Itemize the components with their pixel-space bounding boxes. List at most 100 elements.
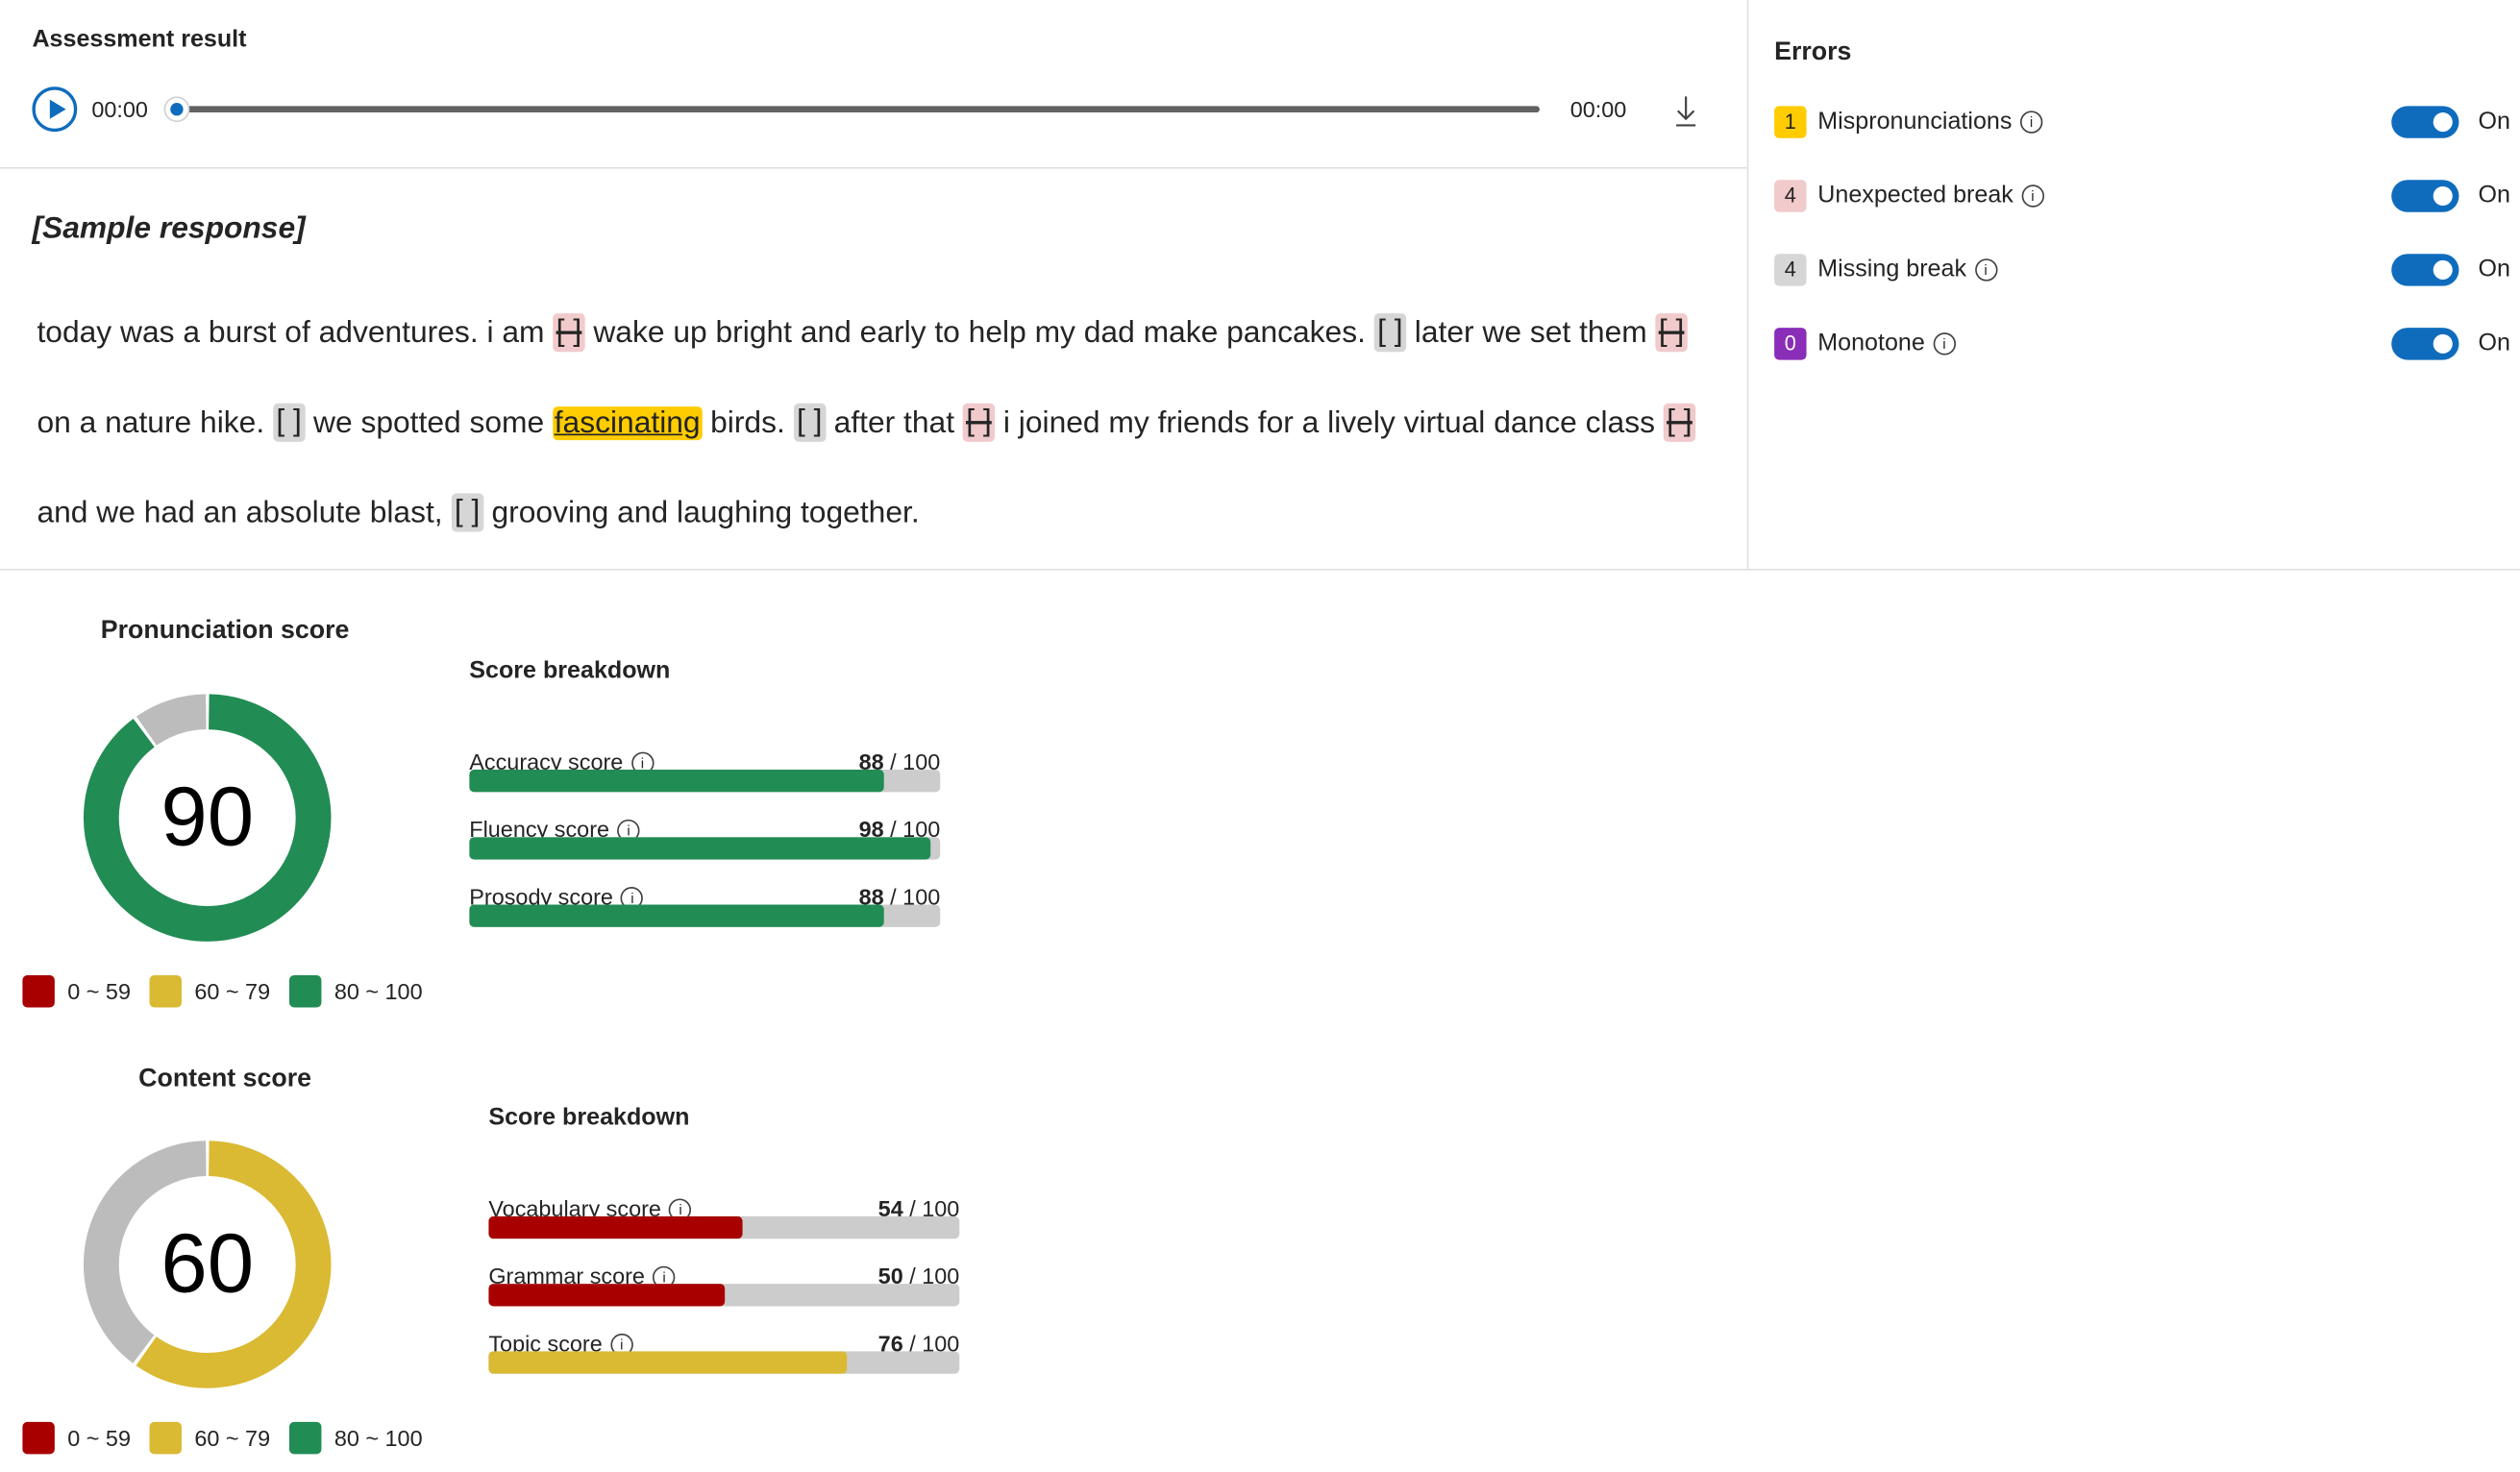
error-label: Unexpected break i xyxy=(1817,181,2044,209)
error-toggle[interactable] xyxy=(2391,180,2459,212)
info-icon[interactable]: i xyxy=(1974,258,1997,282)
passage-text: today was a burst of adventures. i am xyxy=(37,316,554,351)
passage-text: wake up bright and early to help my dad … xyxy=(584,316,1374,351)
current-time: 00:00 xyxy=(91,96,148,123)
score-bar-accuracy-score: Accuracy score i 88 / 100 xyxy=(469,748,941,797)
legend-label: 0 ~ 59 xyxy=(67,1425,131,1451)
passage-text: and we had an absolute blast, xyxy=(37,496,452,530)
section-divider xyxy=(0,568,2520,571)
error-label: Monotone i xyxy=(1817,329,1956,357)
error-count-badge: 4 xyxy=(1774,180,1807,212)
toggle-state-label: On xyxy=(2478,255,2511,283)
legend-swatch xyxy=(149,1421,182,1455)
legend-label: 60 ~ 79 xyxy=(194,978,271,1005)
slider-thumb[interactable] xyxy=(163,96,190,123)
passage-text: i joined my friends for a lively virtual… xyxy=(995,406,1664,441)
score-bar-grammar-score: Grammar score i 50 / 100 xyxy=(488,1263,960,1311)
score-bar-prosody-score: Prosody score i 88 / 100 xyxy=(469,884,941,932)
page-title: Assessment result xyxy=(32,25,247,54)
unexpected-break-marker[interactable]: [ ] xyxy=(1655,313,1688,353)
bar-track xyxy=(488,1215,960,1239)
bar-track xyxy=(469,837,941,860)
error-label-text: Missing break xyxy=(1817,255,1967,283)
passage-text: grooving and laughing together. xyxy=(482,496,920,530)
download-icon xyxy=(1676,96,1696,127)
bar-fill xyxy=(488,1215,743,1239)
error-row-monotone: 0 Monotone i On xyxy=(1774,328,2513,363)
error-label-text: Monotone xyxy=(1817,329,1925,357)
pronunciation-score-arc xyxy=(83,694,332,942)
bar-track xyxy=(469,769,941,793)
missing-break-marker[interactable]: [ ] xyxy=(272,403,306,442)
error-label-text: Unexpected break xyxy=(1817,181,2014,209)
score-bar-vocabulary-score: Vocabulary score i 54 / 100 xyxy=(488,1195,960,1243)
error-label: Missing break i xyxy=(1817,256,1997,282)
toggle-state-label: On xyxy=(2478,181,2511,209)
bar-fill xyxy=(469,769,884,793)
error-count-badge: 0 xyxy=(1774,328,1807,360)
missing-break-marker[interactable]: [ ] xyxy=(451,493,483,532)
legend-swatch xyxy=(149,975,182,1008)
response-label: [Sample response] xyxy=(32,211,306,246)
legend-label: 60 ~ 79 xyxy=(194,1425,271,1451)
response-passage: today was a burst of adventures. i am [ … xyxy=(37,289,1708,559)
error-toggle[interactable] xyxy=(2391,328,2459,360)
error-toggle[interactable] xyxy=(2391,254,2459,286)
pronunciation-donut: 90 xyxy=(79,689,336,946)
unexpected-break-marker[interactable]: [ ] xyxy=(1663,403,1695,442)
content-score-arc xyxy=(83,1141,332,1388)
toggle-state-label: On xyxy=(2478,329,2511,357)
errors-title: Errors xyxy=(1774,38,1852,66)
content-remainder-arc xyxy=(83,1141,332,1388)
error-count-badge: 1 xyxy=(1774,106,1807,138)
bar-track xyxy=(488,1284,960,1307)
pronunciation-breakdown-title: Score breakdown xyxy=(469,656,671,685)
bar-fill xyxy=(488,1284,725,1307)
passage-text: on a nature hike. xyxy=(37,406,273,441)
mispronunciation-word[interactable]: fascinating xyxy=(553,406,703,441)
info-icon[interactable]: i xyxy=(1933,332,1956,356)
bar-fill xyxy=(488,1351,847,1374)
audio-progress-slider[interactable] xyxy=(180,106,1540,113)
bar-track xyxy=(488,1351,960,1374)
legend-swatch xyxy=(22,975,55,1008)
score-bar-fluency-score: Fluency score i 98 / 100 xyxy=(469,816,941,864)
content-score-value: 60 xyxy=(161,1217,255,1312)
legend-swatch xyxy=(288,1421,322,1455)
bar-fill xyxy=(469,904,884,927)
content-donut: 60 xyxy=(79,1136,336,1393)
play-button[interactable] xyxy=(32,86,78,133)
legend-swatch xyxy=(288,975,322,1008)
header-divider xyxy=(0,166,1747,169)
pronunciation-score-title: Pronunciation score xyxy=(100,617,350,645)
error-label-text: Mispronunciations xyxy=(1817,108,2013,135)
unexpected-break-marker[interactable]: [ ] xyxy=(962,403,996,442)
download-button[interactable] xyxy=(1671,93,1700,129)
total-time: 00:00 xyxy=(1569,96,1627,123)
panel-divider xyxy=(1746,0,1749,569)
legend-swatch xyxy=(22,1421,55,1455)
error-row-unexpected-break: 4 Unexpected break i On xyxy=(1774,180,2513,215)
passage-text: after that xyxy=(825,406,963,441)
error-row-mispronunciations: 1 Mispronunciations i On xyxy=(1774,106,2513,141)
error-row-missing-break: 4 Missing break i On xyxy=(1774,254,2513,289)
legend-label: 80 ~ 100 xyxy=(334,1425,423,1451)
error-count-badge: 4 xyxy=(1774,254,1807,286)
unexpected-break-marker[interactable]: [ ] xyxy=(553,313,585,353)
missing-break-marker[interactable]: [ ] xyxy=(793,403,826,442)
legend-label: 80 ~ 100 xyxy=(334,978,423,1005)
passage-text: later we set them xyxy=(1405,316,1656,351)
error-toggle[interactable] xyxy=(2391,106,2459,138)
toggle-state-label: On xyxy=(2478,108,2511,135)
content-breakdown-title: Score breakdown xyxy=(488,1103,690,1132)
score-bar-topic-score: Topic score i 76 / 100 xyxy=(488,1331,960,1379)
content-score-title: Content score xyxy=(138,1065,312,1093)
pronunciation-score-value: 90 xyxy=(161,771,255,865)
info-icon[interactable]: i xyxy=(2019,110,2043,134)
legend-label: 0 ~ 59 xyxy=(67,978,131,1005)
passage-text: birds. xyxy=(702,406,794,441)
info-icon[interactable]: i xyxy=(2021,184,2044,208)
bar-fill xyxy=(469,837,931,860)
passage-text: we spotted some xyxy=(305,406,554,441)
missing-break-marker[interactable]: [ ] xyxy=(1373,313,1406,353)
